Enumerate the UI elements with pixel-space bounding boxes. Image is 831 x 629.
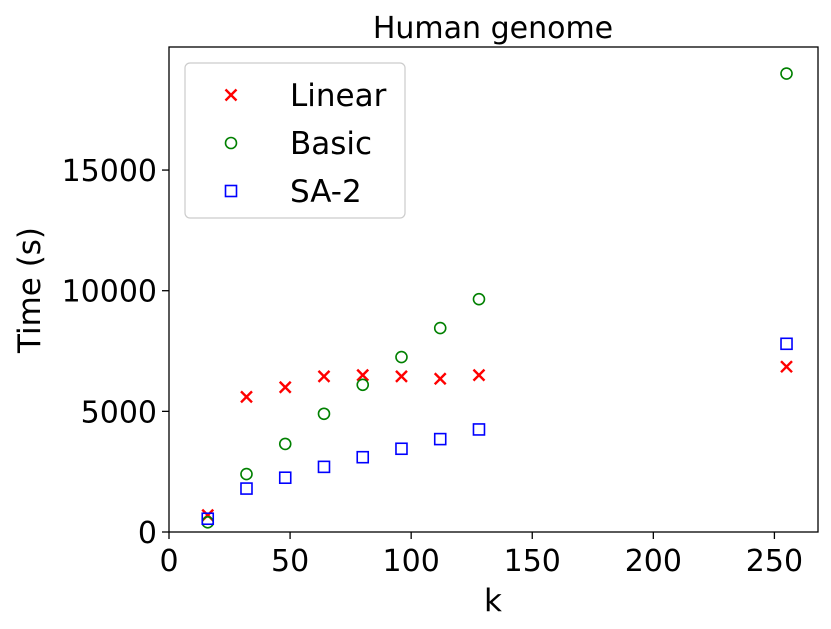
x-tick-label: 200 xyxy=(625,544,682,579)
data-point xyxy=(278,380,292,394)
data-point xyxy=(317,407,331,421)
series-sa-2 xyxy=(201,337,793,526)
y-tick-label: 10000 xyxy=(62,275,157,310)
data-point xyxy=(433,372,447,386)
data-point xyxy=(317,370,331,383)
y-tick-label: 15000 xyxy=(62,154,157,189)
data-point xyxy=(278,471,292,485)
legend-label: Basic xyxy=(290,126,372,162)
data-point xyxy=(472,423,486,436)
data-point xyxy=(472,368,486,382)
data-point xyxy=(433,321,447,335)
x-tick-label: 50 xyxy=(271,544,309,579)
chart-title: Human genome xyxy=(373,11,613,46)
x-tick-label: 100 xyxy=(383,544,440,579)
data-point xyxy=(395,442,408,456)
legend-marker xyxy=(224,136,238,150)
data-point xyxy=(278,437,292,451)
data-point xyxy=(780,337,793,351)
data-point xyxy=(433,432,447,446)
x-axis-label: k xyxy=(484,583,502,619)
data-point xyxy=(395,350,408,364)
y-tick-label: 5000 xyxy=(81,395,157,430)
data-point xyxy=(356,450,370,464)
data-point xyxy=(317,460,331,474)
legend-label: SA-2 xyxy=(290,174,362,210)
data-point xyxy=(780,360,793,374)
x-tick-label: 250 xyxy=(746,544,803,579)
legend: Linear Basic SA-2 xyxy=(184,62,406,219)
data-point xyxy=(240,482,253,495)
x-tick-label: 150 xyxy=(504,544,561,579)
y-axis-label: Time (s) xyxy=(12,227,48,354)
y-tick-label: 0 xyxy=(138,516,157,551)
x-tick-label: 0 xyxy=(159,544,178,579)
legend-marker xyxy=(224,88,238,102)
data-point xyxy=(240,390,253,404)
data-point xyxy=(240,467,253,481)
legend-label: Linear xyxy=(290,78,387,114)
data-point xyxy=(201,512,215,526)
plot-area: 0 50 100 150 200 250 0 5000 10000 15000 xyxy=(62,46,819,579)
data-point xyxy=(201,516,215,529)
axes-frame xyxy=(168,46,819,533)
data-point xyxy=(780,67,793,80)
data-point xyxy=(356,368,370,382)
legend-box xyxy=(184,62,406,219)
data-point xyxy=(395,370,408,383)
legend-marker xyxy=(224,184,238,198)
data-point xyxy=(356,378,370,392)
data-point xyxy=(472,292,486,306)
